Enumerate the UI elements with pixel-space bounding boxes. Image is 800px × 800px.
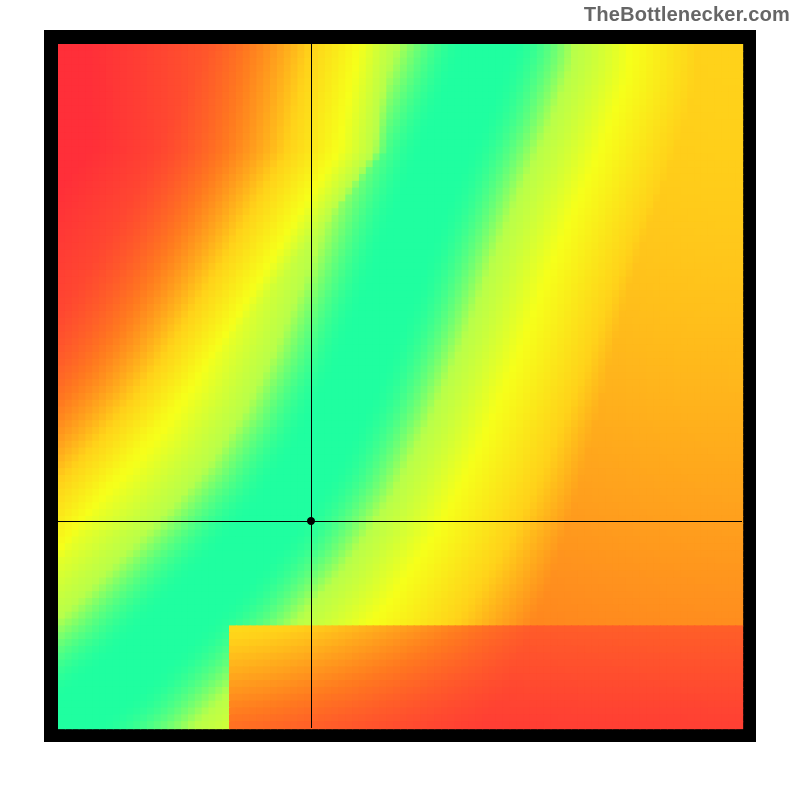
plot-frame bbox=[44, 30, 756, 742]
chart-container: TheBottlenecker.com bbox=[0, 0, 800, 800]
watermark: TheBottlenecker.com bbox=[584, 4, 790, 27]
heatmap-canvas bbox=[44, 30, 756, 742]
